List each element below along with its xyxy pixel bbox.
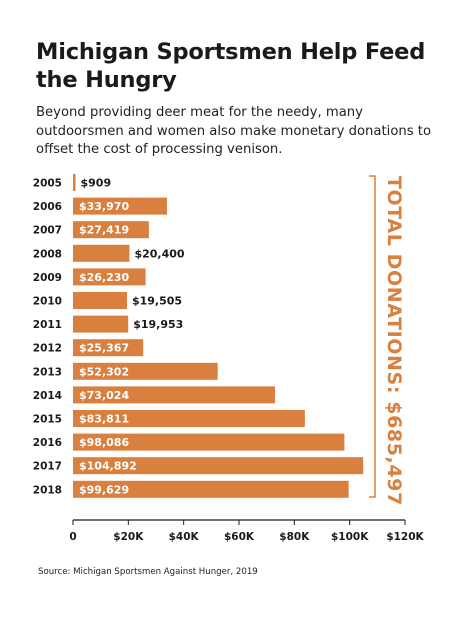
category-label-2009: 2009 bbox=[33, 272, 62, 284]
value-label-2010: $19,505 bbox=[132, 295, 182, 308]
value-label-2005: $909 bbox=[81, 177, 112, 190]
x-axis: 0 $20K $40K $60K $80K $100K $120K bbox=[69, 519, 425, 543]
bars-layer bbox=[73, 174, 364, 498]
value-label-2014: $73,024 bbox=[79, 389, 129, 402]
bar-2015 bbox=[73, 410, 305, 427]
value-label-2008: $20,400 bbox=[134, 247, 184, 260]
bar-2005 bbox=[73, 174, 76, 191]
value-label-2013: $52,302 bbox=[79, 365, 129, 378]
total-annotation: TOTAL DONATIONS: $685,497 bbox=[369, 175, 405, 506]
category-label-2018: 2018 bbox=[33, 484, 62, 496]
category-label-2013: 2013 bbox=[33, 366, 62, 378]
value-label-2011: $19,953 bbox=[133, 318, 183, 331]
category-label-2010: 2010 bbox=[33, 296, 62, 308]
total-donations-label: TOTAL DONATIONS: $685,497 bbox=[383, 176, 405, 506]
x-tick-label-4: $80K bbox=[279, 531, 310, 543]
category-label-2007: 2007 bbox=[33, 225, 62, 237]
value-label-2016: $98,086 bbox=[79, 436, 129, 449]
total-bracket bbox=[369, 175, 376, 498]
x-tick-label-3: $60K bbox=[224, 531, 255, 543]
value-label-2007: $27,419 bbox=[79, 224, 129, 237]
value-label-2006: $33,970 bbox=[79, 200, 129, 213]
x-tick-label-5: $100K bbox=[331, 531, 369, 543]
category-label-2006: 2006 bbox=[33, 201, 62, 213]
value-label-2009: $26,230 bbox=[79, 271, 129, 284]
bar-2014 bbox=[73, 386, 276, 404]
bar-2008 bbox=[73, 244, 130, 262]
bar-2018 bbox=[73, 480, 349, 498]
chart-title: Michigan Sportsmen Help Feed the Hungry bbox=[36, 39, 426, 93]
bar-2007 bbox=[73, 221, 149, 239]
bar-2009 bbox=[73, 268, 146, 286]
value-label-2012: $25,367 bbox=[79, 342, 129, 355]
value-label-2017: $104,892 bbox=[79, 460, 137, 473]
x-tick-label-1: $20K bbox=[113, 531, 144, 543]
category-label-2012: 2012 bbox=[33, 343, 62, 355]
category-label-2005: 2005 bbox=[33, 178, 62, 190]
bar-2011 bbox=[73, 315, 129, 333]
labels-layer: 2005 $909 2006 $33,970 2007 $27,419 2008 $20,40… bbox=[33, 177, 185, 497]
value-label-2018: $99,629 bbox=[79, 483, 129, 496]
x-tick-label-2: $40K bbox=[169, 531, 200, 543]
bar-2017 bbox=[73, 457, 364, 475]
chart-subtitle: Beyond providing deer meat for the needy… bbox=[36, 105, 432, 157]
bar-2013 bbox=[73, 362, 218, 380]
category-label-2017: 2017 bbox=[33, 461, 62, 473]
category-label-2015: 2015 bbox=[33, 414, 62, 426]
bar-2012 bbox=[73, 339, 144, 357]
bar-2016 bbox=[73, 433, 345, 451]
value-label-2015: $83,811 bbox=[79, 413, 129, 426]
category-label-2008: 2008 bbox=[33, 248, 62, 260]
bar-2006 bbox=[73, 197, 167, 215]
bar-2010 bbox=[73, 292, 127, 309]
x-tick-label-6: $120K bbox=[386, 531, 424, 543]
category-label-2016: 2016 bbox=[33, 437, 62, 449]
category-label-2011: 2011 bbox=[33, 319, 62, 331]
x-tick-label-0: 0 bbox=[69, 531, 76, 543]
category-label-2014: 2014 bbox=[33, 390, 62, 402]
source-note: Source: Michigan Sportsmen Against Hunge… bbox=[38, 567, 258, 577]
